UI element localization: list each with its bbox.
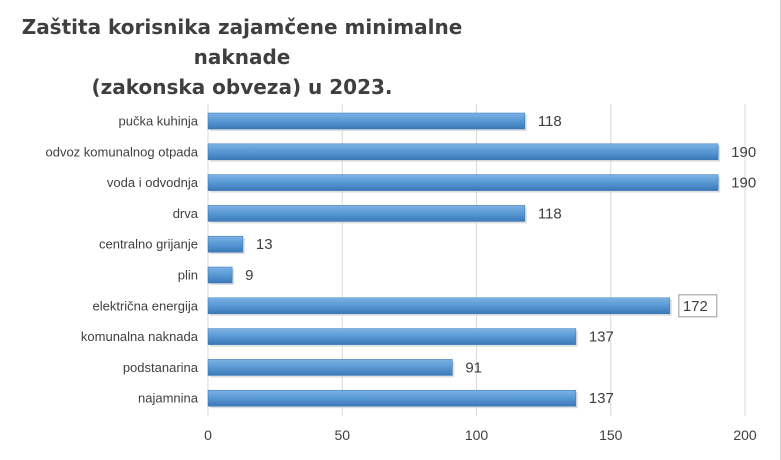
x-tick-label: 0 [204,427,212,443]
x-tick-label: 200 [733,427,757,443]
chart-title-line-2: (zakonska obveza) u 2023. [91,75,393,99]
bar [207,266,233,284]
value-label: 118 [538,205,562,222]
bar [207,235,244,253]
bars [207,112,721,409]
category-label: voda i odvodnja [107,175,199,190]
x-tick-label: 150 [599,427,623,443]
chart-title-line-1: Zaštita korisnika zajamčene minimalne na… [21,15,463,69]
category-label: pučka kuhinja [119,114,199,129]
value-label: 91 [465,359,482,376]
value-label: 9 [245,267,253,284]
bar [207,328,577,345]
bar [207,112,526,130]
chart-title: Zaštita korisnika zajamčene minimalne na… [12,12,472,102]
value-label-box [678,294,718,318]
x-tick-label: 50 [334,427,350,443]
category-label: drva [173,206,199,221]
value-label: 137 [589,329,614,346]
value-label: 190 [731,175,756,192]
bar [207,143,719,161]
bar [207,389,577,407]
bar [207,359,453,376]
bar [207,205,526,222]
value-labels: 118 190 190 118 139 172 137 91 137 [245,113,756,407]
x-tick-label: 100 [465,427,489,443]
value-label: 190 [731,144,756,161]
x-tick-labels: 0 50 100 150 200 [204,427,757,443]
value-label: 118 [538,113,562,130]
category-label: podstanarina [123,360,199,375]
bar [207,174,719,191]
value-label: 13 [256,236,273,253]
value-label: 137 [589,390,614,407]
category-label: komunalna naknada [81,329,199,344]
category-label: plin [178,268,198,283]
bar [207,297,671,315]
category-label: električna energija [92,298,198,313]
value-label: 172 [683,298,708,315]
category-label: najamnina [138,391,199,406]
category-labels: pučka kuhinja odvoz komunalnog otpada voda… [45,114,198,406]
category-label: odvoz komunalnog otpada [45,144,198,159]
category-label: centralno grijanje [99,237,198,252]
